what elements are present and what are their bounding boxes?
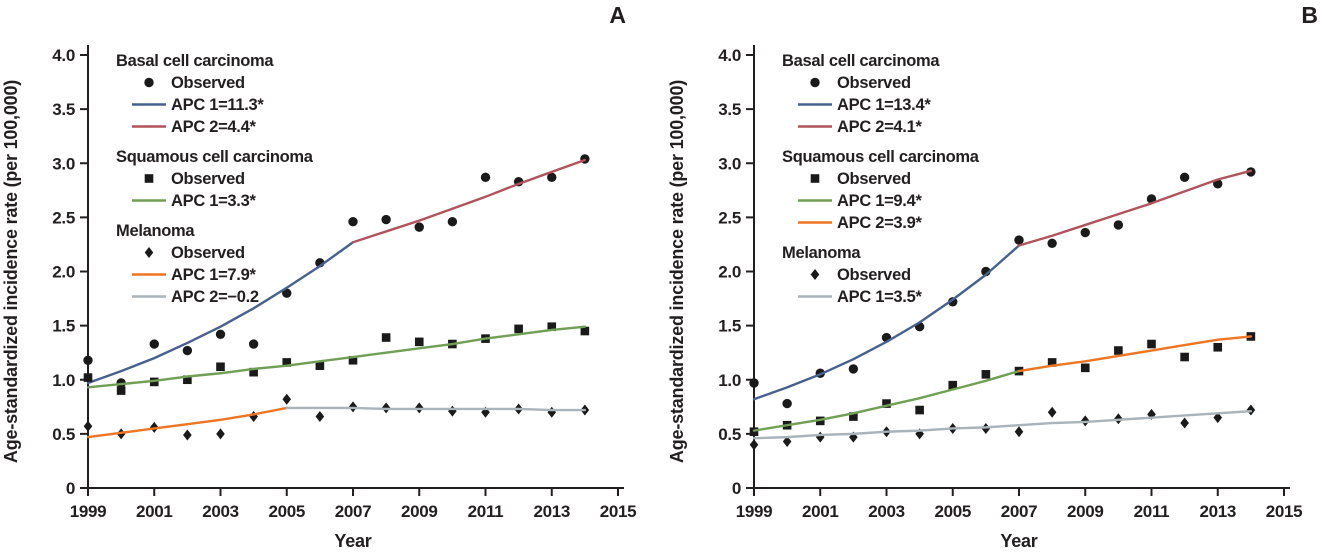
series-melanoma-apc-1-3-5- bbox=[752, 409, 1253, 440]
x-tick-label: 2005 bbox=[268, 502, 305, 521]
series-basal-cell-carcinoma-apc-2-4-1- bbox=[1017, 169, 1253, 247]
legend-item-label: APC 1=13.4* bbox=[837, 96, 931, 114]
chart-svg-a: 0 0.5 1.0 1.5 2.0 2.5 3.0 3.5 4.0 1999 2001 2003 200… bbox=[1, 45, 637, 551]
y-tick-label: 2.0 bbox=[52, 263, 75, 282]
x-tick-label: 2001 bbox=[136, 502, 173, 521]
y-tick-label: 0 bbox=[732, 479, 741, 498]
x-axis-title: Year bbox=[334, 531, 371, 551]
x-tick-label: 2005 bbox=[934, 502, 971, 521]
y-tick-label: 2.5 bbox=[52, 208, 75, 227]
y-tick-label: 1.5 bbox=[718, 317, 741, 336]
series-squamous-cell-carcinoma-apc-1-3-3- bbox=[86, 325, 587, 389]
x-tick-label: 2009 bbox=[1067, 502, 1104, 521]
x-tick-label: 1999 bbox=[70, 502, 107, 521]
y-tick-label: 0.5 bbox=[52, 425, 75, 444]
series-basal-cell-carcinoma-apc-2-4-4- bbox=[351, 158, 587, 244]
plot-area: 0 0.5 1.0 1.5 2.0 2.5 3.0 3.5 4.0 1999 2001 2003 200… bbox=[1, 45, 637, 551]
legend-item-label: APC 2=4.1* bbox=[837, 118, 922, 136]
y-tick-label: 1.5 bbox=[52, 317, 75, 336]
series-squamous-cell-carcinoma-apc-2-3-9- bbox=[1017, 335, 1253, 373]
plot-area: 0 0.5 1.0 1.5 2.0 2.5 3.0 3.5 4.0 1999 2001 2003 200… bbox=[667, 45, 1303, 551]
x-tick-label: 2007 bbox=[1001, 502, 1038, 521]
y-tick-label: 0 bbox=[66, 479, 75, 498]
y-tick-label: 2.0 bbox=[718, 263, 741, 282]
legend: Basal cell carcinoma Observed APC 1=11.3* A… bbox=[116, 52, 314, 306]
x-tick-label: 2015 bbox=[600, 502, 637, 521]
panel-label-b: B bbox=[1301, 2, 1318, 28]
legend: Basal cell carcinoma Observed APC 1=13.4* A… bbox=[782, 52, 980, 306]
x-tick-label: 2007 bbox=[335, 502, 372, 521]
y-tick-label: 3.5 bbox=[52, 100, 75, 119]
legend-item-label: Observed bbox=[837, 74, 911, 92]
legend-item-label: Observed bbox=[171, 170, 245, 188]
legend-item-label: Observed bbox=[171, 74, 245, 92]
legend-group-title: Melanoma bbox=[782, 244, 861, 262]
x-tick-label: 2013 bbox=[1199, 502, 1236, 521]
x-tick-label: 2003 bbox=[868, 502, 905, 521]
x-tick-label: 2001 bbox=[802, 502, 839, 521]
x-tick-label: 2011 bbox=[468, 502, 504, 521]
legend-group-title: Basal cell carcinoma bbox=[116, 52, 274, 70]
series-squamous-cell-carcinoma-observed bbox=[749, 332, 1256, 437]
legend-item-label: APC 1=9.4* bbox=[837, 192, 922, 210]
y-tick-label: 0.5 bbox=[718, 425, 741, 444]
legend-item-label: APC 2=4.4* bbox=[171, 118, 256, 136]
panel-label-a: A bbox=[609, 2, 626, 28]
chart-panel-a: A 0 0.5 1.0 1.5 2.0 2.5 3.0 3.5 4.0 1999 2001 2003 2… bbox=[1, 2, 637, 551]
legend-item-label: APC 1=3.3* bbox=[171, 192, 256, 210]
y-tick-label: 1.0 bbox=[52, 371, 75, 390]
x-tick-label: 2011 bbox=[1134, 502, 1170, 521]
x-tick-label: 2003 bbox=[202, 502, 239, 521]
y-tick-label: 3.0 bbox=[718, 154, 741, 173]
legend-item-label: Observed bbox=[837, 266, 911, 284]
y-tick-label: 4.0 bbox=[718, 46, 741, 65]
legend-item-label: Observed bbox=[171, 244, 245, 262]
legend-item-label: Observed bbox=[837, 170, 911, 188]
x-tick-label: 1999 bbox=[736, 502, 773, 521]
y-axis-title: Age-standardized incidence rate (per 100… bbox=[1, 80, 21, 463]
y-tick-label: 4.0 bbox=[52, 46, 75, 65]
x-tick-label: 2015 bbox=[1266, 502, 1303, 521]
x-tick-label: 2013 bbox=[533, 502, 570, 521]
legend-item-label: APC 1=7.9* bbox=[171, 266, 256, 284]
series-basal-cell-carcinoma-apc-1-11-3- bbox=[86, 241, 355, 385]
series-basal-cell-carcinoma-observed bbox=[83, 154, 590, 388]
y-tick-label: 1.0 bbox=[718, 371, 741, 390]
legend-item-label: APC 1=3.5* bbox=[837, 288, 922, 306]
x-axis-title: Year bbox=[1000, 531, 1037, 551]
series-melanoma-observed bbox=[83, 393, 590, 441]
series-basal-cell-carcinoma-apc-1-13-4- bbox=[752, 244, 1021, 401]
legend-group-title: Melanoma bbox=[116, 222, 195, 240]
chart-panel-b: B 0 0.5 1.0 1.5 2.0 2.5 3.0 3.5 4.0 1999 2001 2003 2… bbox=[666, 0, 1332, 559]
y-axis-title: Age-standardized incidence rate (per 100… bbox=[667, 80, 687, 463]
y-tick-label: 2.5 bbox=[718, 208, 741, 227]
series-melanoma-apc-2-0-2 bbox=[285, 406, 587, 412]
chart-svg-b: 0 0.5 1.0 1.5 2.0 2.5 3.0 3.5 4.0 1999 2001 2003 200… bbox=[667, 45, 1303, 551]
legend-group-title: Squamous cell carcinoma bbox=[782, 148, 980, 166]
legend-item-label: APC 1=11.3* bbox=[171, 96, 264, 114]
series-melanoma-apc-1-7-9- bbox=[86, 406, 288, 439]
legend-group-title: Basal cell carcinoma bbox=[782, 52, 940, 70]
legend-item-label: APC 2=−0.2 bbox=[171, 288, 259, 306]
legend-item-label: APC 2=3.9* bbox=[837, 214, 922, 232]
x-tick-label: 2009 bbox=[401, 502, 438, 521]
series-squamous-cell-carcinoma-apc-1-9-4- bbox=[752, 369, 1021, 432]
y-tick-label: 3.5 bbox=[718, 100, 741, 119]
y-tick-label: 3.0 bbox=[52, 154, 75, 173]
legend-group-title: Squamous cell carcinoma bbox=[116, 148, 314, 166]
